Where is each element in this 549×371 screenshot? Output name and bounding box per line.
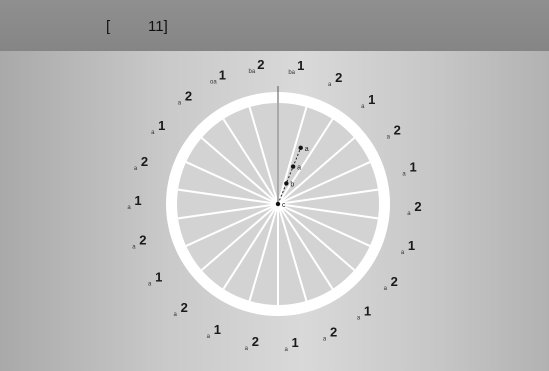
outer-number-label: 2 bbox=[414, 199, 421, 214]
outer-sub-label: a bbox=[174, 312, 178, 318]
outer-sub-label: a bbox=[134, 166, 138, 172]
outer-sub-label: a bbox=[328, 82, 332, 88]
dial-spoke bbox=[277, 203, 334, 290]
outer-sub-label: a bbox=[178, 100, 182, 106]
marker-label: a bbox=[305, 146, 309, 153]
dial-spoke bbox=[201, 137, 279, 205]
dial-spoke bbox=[277, 118, 334, 205]
outer-sub-label: ba bbox=[249, 69, 256, 75]
outer-sub-label: a bbox=[384, 286, 388, 292]
marker-label: a bbox=[297, 165, 301, 172]
dial-spoke bbox=[277, 137, 355, 205]
dial-spoke bbox=[177, 188, 279, 205]
marker-dot bbox=[298, 145, 303, 151]
outer-sub-label: a bbox=[323, 336, 327, 342]
outer-number-label: 1 bbox=[408, 238, 415, 253]
dial-stage: 1 ba 2 a 1 a 2 a 1 a 2 a 1 a 2 a 1 a 2 a 1 a 2 a 1 a 2 a 1 a 2 a 1 a 2 a 1 a 2… bbox=[0, 51, 549, 371]
marker-dot bbox=[284, 181, 289, 186]
outer-sub-label: a bbox=[245, 346, 249, 352]
dial-spoke bbox=[277, 203, 355, 271]
outer-number-label: 1 bbox=[158, 118, 165, 133]
outer-number-label: 2 bbox=[335, 70, 342, 85]
outer-sub-label: a bbox=[402, 171, 406, 177]
outer-sub-label: a bbox=[361, 104, 365, 110]
outer-sub-label: a bbox=[357, 316, 361, 322]
dial-spoke bbox=[185, 161, 279, 205]
outer-number-label: 1 bbox=[368, 92, 375, 107]
outer-number-label: 1 bbox=[214, 322, 221, 337]
dial-spoke bbox=[201, 203, 279, 271]
outer-number-label: 2 bbox=[185, 88, 192, 103]
outer-number-label: 1 bbox=[364, 304, 371, 319]
marker-label: c bbox=[282, 202, 286, 209]
dial-spoke bbox=[277, 161, 371, 205]
outer-sub-label: oa bbox=[210, 80, 217, 86]
outer-number-label: 2 bbox=[394, 123, 401, 138]
outer-sub-label: ba bbox=[288, 70, 295, 76]
outer-sub-label: a bbox=[407, 211, 411, 217]
outer-sub-label: a bbox=[387, 135, 391, 141]
outer-number-label: 2 bbox=[139, 233, 146, 248]
dial-spoke bbox=[185, 203, 279, 247]
outer-number-label: 2 bbox=[391, 274, 398, 289]
dial-spoke bbox=[277, 106, 308, 205]
dial-spoke bbox=[277, 203, 308, 302]
header-bracket: [ bbox=[106, 18, 111, 35]
outer-number-label: 1 bbox=[409, 159, 416, 174]
dial-spoke bbox=[277, 188, 379, 205]
outer-number-label: 2 bbox=[181, 300, 188, 315]
dial-spoke bbox=[277, 203, 371, 247]
outer-number-label: 2 bbox=[330, 324, 337, 339]
outer-number-label: 1 bbox=[297, 58, 304, 73]
dial-spoke bbox=[248, 203, 279, 302]
outer-number-label: 1 bbox=[219, 68, 226, 83]
header-bar: [ 11] bbox=[0, 0, 549, 52]
outer-number-label: 1 bbox=[134, 193, 141, 208]
marker-dot bbox=[275, 201, 281, 207]
marker-label: b bbox=[290, 181, 294, 188]
dial-spoke bbox=[277, 203, 379, 220]
outer-sub-label: a bbox=[132, 245, 136, 251]
outer-sub-label: a bbox=[284, 347, 288, 353]
dial-spoke bbox=[177, 203, 279, 220]
outer-number-label: 1 bbox=[155, 269, 162, 284]
outer-number-label: 2 bbox=[141, 154, 148, 169]
outer-sub-label: a bbox=[151, 130, 155, 136]
marker-dot bbox=[290, 164, 296, 169]
outer-number-label: 2 bbox=[252, 334, 259, 349]
dial-spoke bbox=[248, 106, 279, 205]
header-index: 11] bbox=[148, 18, 168, 35]
outer-sub-label: a bbox=[207, 334, 211, 340]
outer-number-label: 2 bbox=[257, 57, 264, 72]
outer-sub-label: a bbox=[127, 205, 131, 211]
dial-figure: 1ba 2a1a2a1a2a1a2a1a2a1a2a1a2a1a2a1a2a1a2… bbox=[127, 57, 421, 353]
outer-sub-label: a bbox=[401, 250, 405, 256]
dial-spoke bbox=[222, 203, 279, 290]
outer-number-label: 1 bbox=[292, 335, 299, 350]
dial-spoke bbox=[222, 118, 279, 205]
outer-sub-label: a bbox=[148, 281, 152, 287]
